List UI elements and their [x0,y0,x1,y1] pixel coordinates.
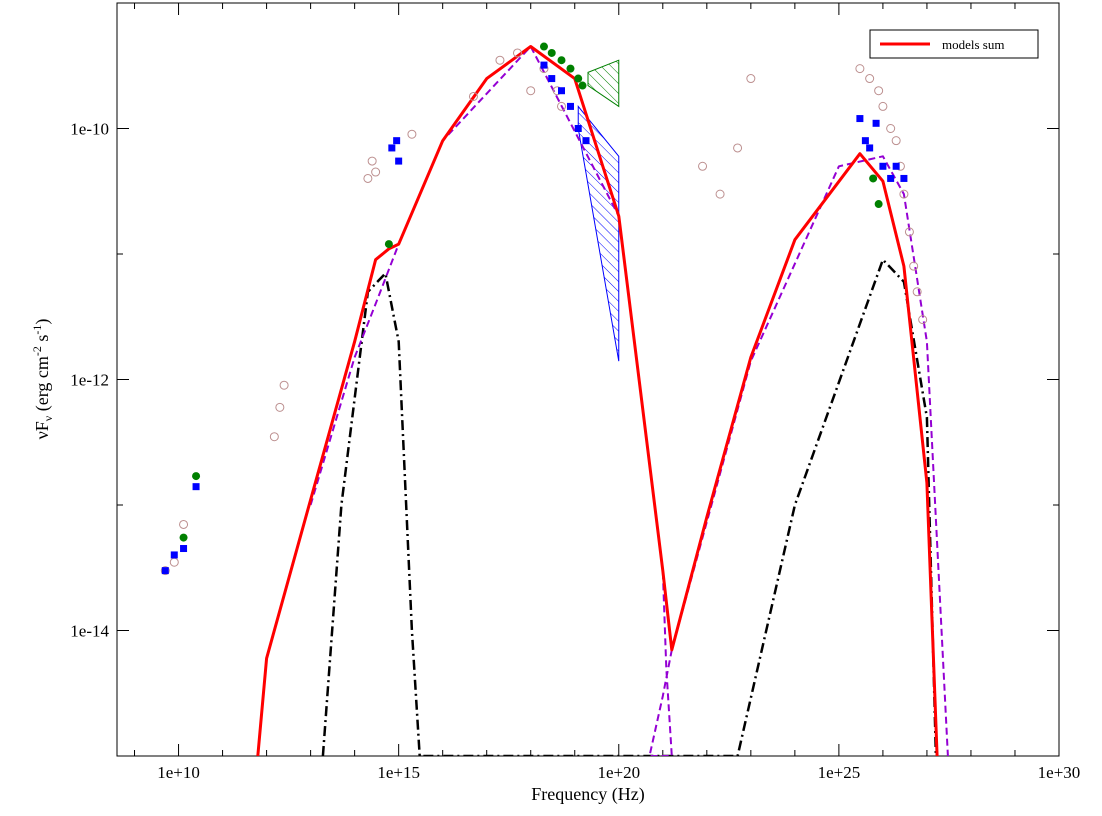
legend-label-models-sum: models sum [942,37,1004,52]
blue-point [892,162,900,170]
blue-point [180,545,188,553]
blue-point [192,483,200,491]
legend: models sum [869,29,1039,59]
x-tick-label: 1e+25 [818,763,861,782]
x-axis-label: Frequency (Hz) [531,784,644,805]
y-label-exp1: -2 [30,346,44,356]
archival-point [912,287,922,297]
y-tick-label: 1e-14 [70,622,109,641]
green-point [539,42,548,51]
x-tick-label: 1e+20 [597,763,640,782]
blue-point [393,137,401,145]
y-label-close: ) [32,319,53,325]
archival-point [886,124,896,133]
archival-point [698,161,708,171]
green-point [384,240,393,249]
blue-point [548,75,556,83]
y-label-main: νF [32,421,52,439]
svg-text:νFν (erg cm-2 s-1): νFν (erg cm-2 s-1) [30,319,55,440]
y-label-unit: (erg cm [32,356,53,416]
green-point [566,64,575,73]
butterfly-layer [577,59,620,362]
blue-point [856,115,864,123]
x-axis-title: Frequency (Hz) [531,784,644,805]
blue-point [582,137,590,145]
blue-point [887,174,895,182]
archival-point [371,167,381,177]
archival-point [179,519,189,529]
archival-point [468,91,478,101]
y-label-exp2: -1 [30,325,44,335]
archival-point [160,566,170,576]
y-tick-label: 1e-10 [70,120,109,139]
archival-point [918,315,928,325]
archival-point [526,86,536,96]
archival-point [733,143,743,153]
y-axis-title: νFν (erg cm-2 s-1) [30,319,55,440]
data-points [160,42,928,576]
archival-point [891,136,901,146]
blue-point [395,157,403,165]
archival-point [909,261,919,271]
butterfly-green [587,59,620,108]
y-label-sub: ν [41,415,55,421]
blue-point [866,144,874,152]
x-tick-label: 1e+30 [1038,763,1081,782]
y-tick-label: 1e-12 [70,371,109,390]
archival-point [904,227,914,237]
plot-area [160,42,949,756]
green-point [874,200,883,209]
blue-point [170,551,178,559]
x-tick-label: 1e+10 [157,763,200,782]
blue-point [388,144,396,152]
model-curves [256,45,949,756]
blue-point [900,174,908,182]
archival-point [275,402,285,412]
blue-point [872,119,880,127]
green-point [578,81,587,90]
x-tick-label: 1e+15 [377,763,420,782]
green-point [547,48,556,57]
butterfly-blue [577,104,620,362]
y-label-mid: s [32,335,52,347]
archival-point [855,64,865,74]
green-point [192,472,201,481]
archival-point [279,380,289,390]
archival-point [512,48,522,58]
archival-point [746,74,756,84]
blue-point [557,87,565,95]
axis-ticks [117,2,1060,757]
archival-point [495,55,505,65]
blue-point [879,162,887,170]
tick-labels: 1e+10 1e+15 1e+20 1e+25 1e+30 1e-14 1e-12 1e-10 [70,120,1080,783]
blue-point [161,567,169,575]
green-point [179,533,188,542]
blue-point [861,137,869,145]
archival-point [865,74,875,84]
archival-point [363,173,373,183]
models-sum-curve [256,45,939,756]
archival-point [269,432,279,442]
archival-point [367,156,377,166]
archival-point [715,189,725,199]
blue-point [566,102,574,110]
green-point [869,174,878,183]
archival-point [874,86,884,96]
blue-point [574,125,582,132]
archival-point [556,101,566,111]
archival-point [407,129,417,139]
green-point [574,74,583,83]
blue-point [540,61,548,69]
archival-point [878,101,888,111]
green-point [557,56,566,65]
archival-point [899,189,909,199]
